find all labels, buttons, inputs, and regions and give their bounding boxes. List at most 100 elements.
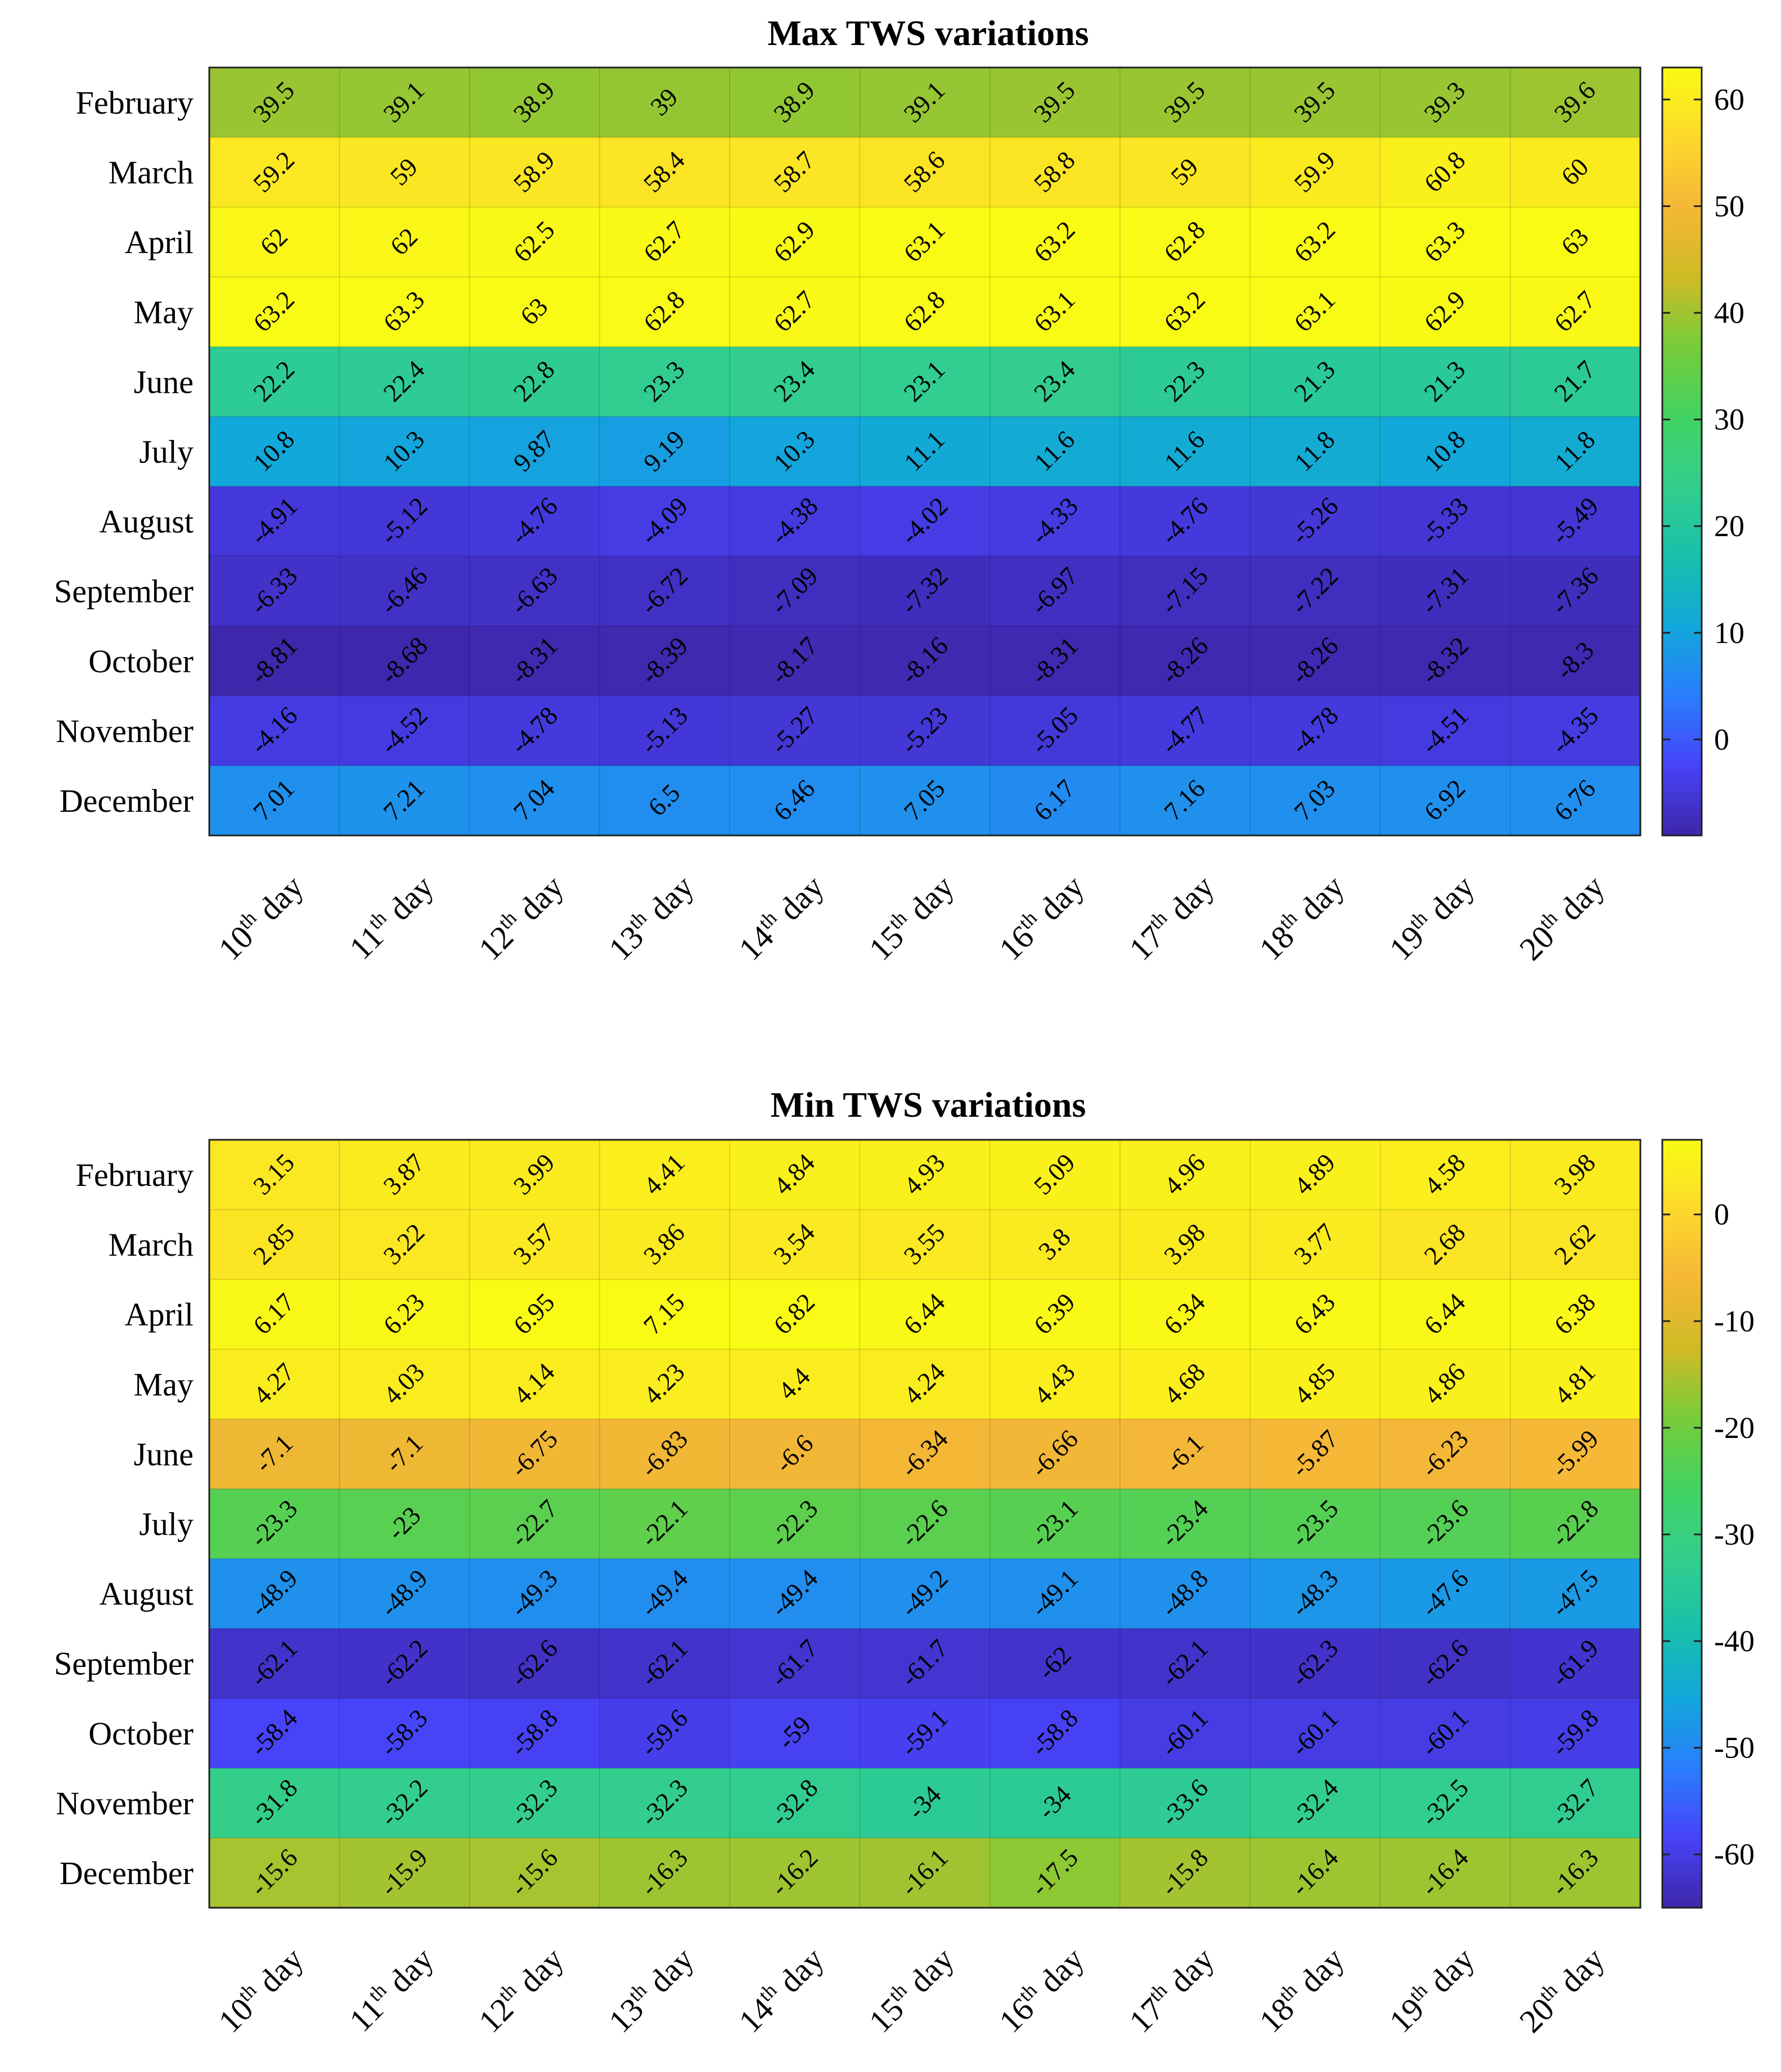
min-tws-cell — [469, 1419, 600, 1490]
max-tws-colorbar-segment — [1662, 547, 1702, 555]
max-tws-cell — [990, 277, 1121, 347]
min-tws-cell — [209, 1349, 340, 1419]
min-tws-cell — [1380, 1489, 1511, 1559]
max-tws-cell — [1510, 137, 1641, 208]
max-tws-colorbar-segment — [1662, 784, 1702, 792]
max-tws-colorbar-segment — [1662, 579, 1702, 587]
min-tws-colorbar-segment — [1662, 1549, 1702, 1557]
min-tws-colorbar-segment — [1662, 1396, 1702, 1403]
min-tws-cell — [1250, 1349, 1381, 1419]
min-tws-colorbar-segment — [1662, 1715, 1702, 1723]
min-tws-cell — [599, 1349, 730, 1419]
min-tws-colorbar-segment — [1662, 1313, 1702, 1320]
max-tws-row-label: August — [99, 504, 194, 540]
min-tws-cell — [339, 1489, 470, 1559]
max-tws-colorbar-segment — [1662, 509, 1702, 516]
max-tws-colorbar-segment — [1662, 176, 1702, 183]
min-tws-cell — [1380, 1628, 1511, 1699]
min-tws-colorbar-segment — [1662, 1658, 1702, 1665]
min-tws-cell — [1510, 1558, 1641, 1629]
max-tws-colorbar-segment — [1662, 150, 1702, 158]
max-tws-row-label: June — [134, 363, 194, 400]
min-tws-colorbar-segment — [1662, 1779, 1702, 1787]
max-tws-colorbar-segment — [1662, 451, 1702, 459]
max-tws-colorbar-segment — [1662, 611, 1702, 619]
min-tws-cell — [1250, 1558, 1381, 1629]
max-tws-colorbar-segment — [1662, 816, 1702, 824]
min-tws-colorbar-segment — [1662, 1805, 1702, 1813]
min-tws-cell — [469, 1489, 600, 1559]
min-tws-colorbar-segment — [1662, 1255, 1702, 1262]
max-tws-cell — [339, 486, 470, 557]
max-tws-cell — [339, 626, 470, 696]
min-tws-gridlines — [209, 1140, 1640, 1908]
min-tws-panel: Min TWS variations 3.15 3.87 3.99 4.41 4.84 4… — [54, 1085, 1755, 2039]
max-tws-colorbar-segment — [1662, 291, 1702, 299]
max-tws-cell — [339, 68, 470, 138]
max-tws-cell — [1510, 68, 1641, 138]
max-tws-cell — [1510, 207, 1641, 277]
max-tws-colorbar-tick-label: 50 — [1714, 189, 1744, 223]
min-tws-colorbar-segment — [1662, 1844, 1702, 1851]
min-tws-cell — [469, 1349, 600, 1419]
min-tws-colorbar-segment — [1662, 1536, 1702, 1544]
max-tws-colorbar-segment — [1662, 464, 1702, 471]
min-tws-colorbar-segment — [1662, 1632, 1702, 1640]
min-tws-colorbar-segment — [1662, 1300, 1702, 1307]
max-tws-cell — [469, 416, 600, 487]
max-tws-colorbar-segment — [1662, 733, 1702, 740]
max-tws-cell — [860, 765, 991, 836]
min-tws-cell — [599, 1210, 730, 1280]
min-tws-colorbar-segment — [1662, 1191, 1702, 1198]
min-tws-colorbar-segment — [1662, 1242, 1702, 1250]
max-tws-colorbar-segment — [1662, 694, 1702, 702]
max-tws-cell — [730, 277, 860, 347]
max-tws-colorbar-segment — [1662, 803, 1702, 811]
min-tws-colorbar-segment — [1662, 1581, 1702, 1589]
min-tws-colorbar-segment — [1662, 1792, 1702, 1800]
max-tws-cell — [599, 207, 730, 277]
min-tws-cell — [469, 1279, 600, 1350]
min-tws-cell — [1380, 1279, 1511, 1350]
min-tws-colorbar-segment — [1662, 1504, 1702, 1512]
max-tws-colorbar-segment — [1662, 489, 1702, 497]
max-tws-cell — [860, 486, 991, 557]
max-tws-colorbar-segment — [1662, 74, 1702, 81]
max-tws-colorbar-segment — [1662, 739, 1702, 747]
max-tws-row-label: February — [76, 84, 194, 121]
min-tws-cell — [1380, 1837, 1511, 1908]
min-tws-colorbar-segment — [1662, 1837, 1702, 1845]
max-tws-cell — [209, 68, 340, 138]
max-tws-colorbar-segment — [1662, 502, 1702, 510]
max-tws-colorbar-segment — [1662, 349, 1702, 356]
min-tws-cell — [209, 1419, 340, 1490]
min-tws-row-label: March — [109, 1226, 194, 1263]
max-tws-colorbar-segment — [1662, 822, 1702, 830]
min-tws-cell — [1510, 1140, 1641, 1210]
max-tws-colorbar-segment — [1662, 522, 1702, 529]
min-tws-colorbar-segment — [1662, 1664, 1702, 1671]
min-tws-cell — [1119, 1210, 1251, 1280]
max-tws-cell — [1380, 626, 1511, 696]
max-tws-cell — [339, 207, 470, 277]
min-tws-cell — [209, 1210, 340, 1280]
max-tws-colorbar-segment — [1662, 125, 1702, 132]
max-tws-cell — [1119, 207, 1251, 277]
min-tws-cell — [730, 1349, 860, 1419]
min-tws-cell — [860, 1489, 991, 1559]
max-tws-colorbar-segment — [1662, 201, 1702, 209]
min-tws-colorbar-segment — [1662, 1140, 1702, 1147]
min-tws-colorbar-segment — [1662, 1888, 1702, 1896]
min-tws-colorbar-segment — [1662, 1601, 1702, 1608]
max-tws-plot-frame — [208, 66, 1641, 837]
max-tws-colorbar-segment — [1662, 567, 1702, 574]
max-tws-colorbar-segment — [1662, 381, 1702, 388]
max-tws-cell — [1380, 68, 1511, 138]
min-tws-colorbar-tick-label: -10 — [1714, 1304, 1755, 1338]
min-tws-colorbar-segment — [1662, 1447, 1702, 1454]
max-tws-cell — [860, 277, 991, 347]
min-tws-colorbar-segment — [1662, 1683, 1702, 1691]
max-tws-colorbar-segment — [1662, 317, 1702, 324]
max-tws-cell — [1119, 626, 1251, 696]
min-tws-colorbar-segment — [1662, 1440, 1702, 1448]
